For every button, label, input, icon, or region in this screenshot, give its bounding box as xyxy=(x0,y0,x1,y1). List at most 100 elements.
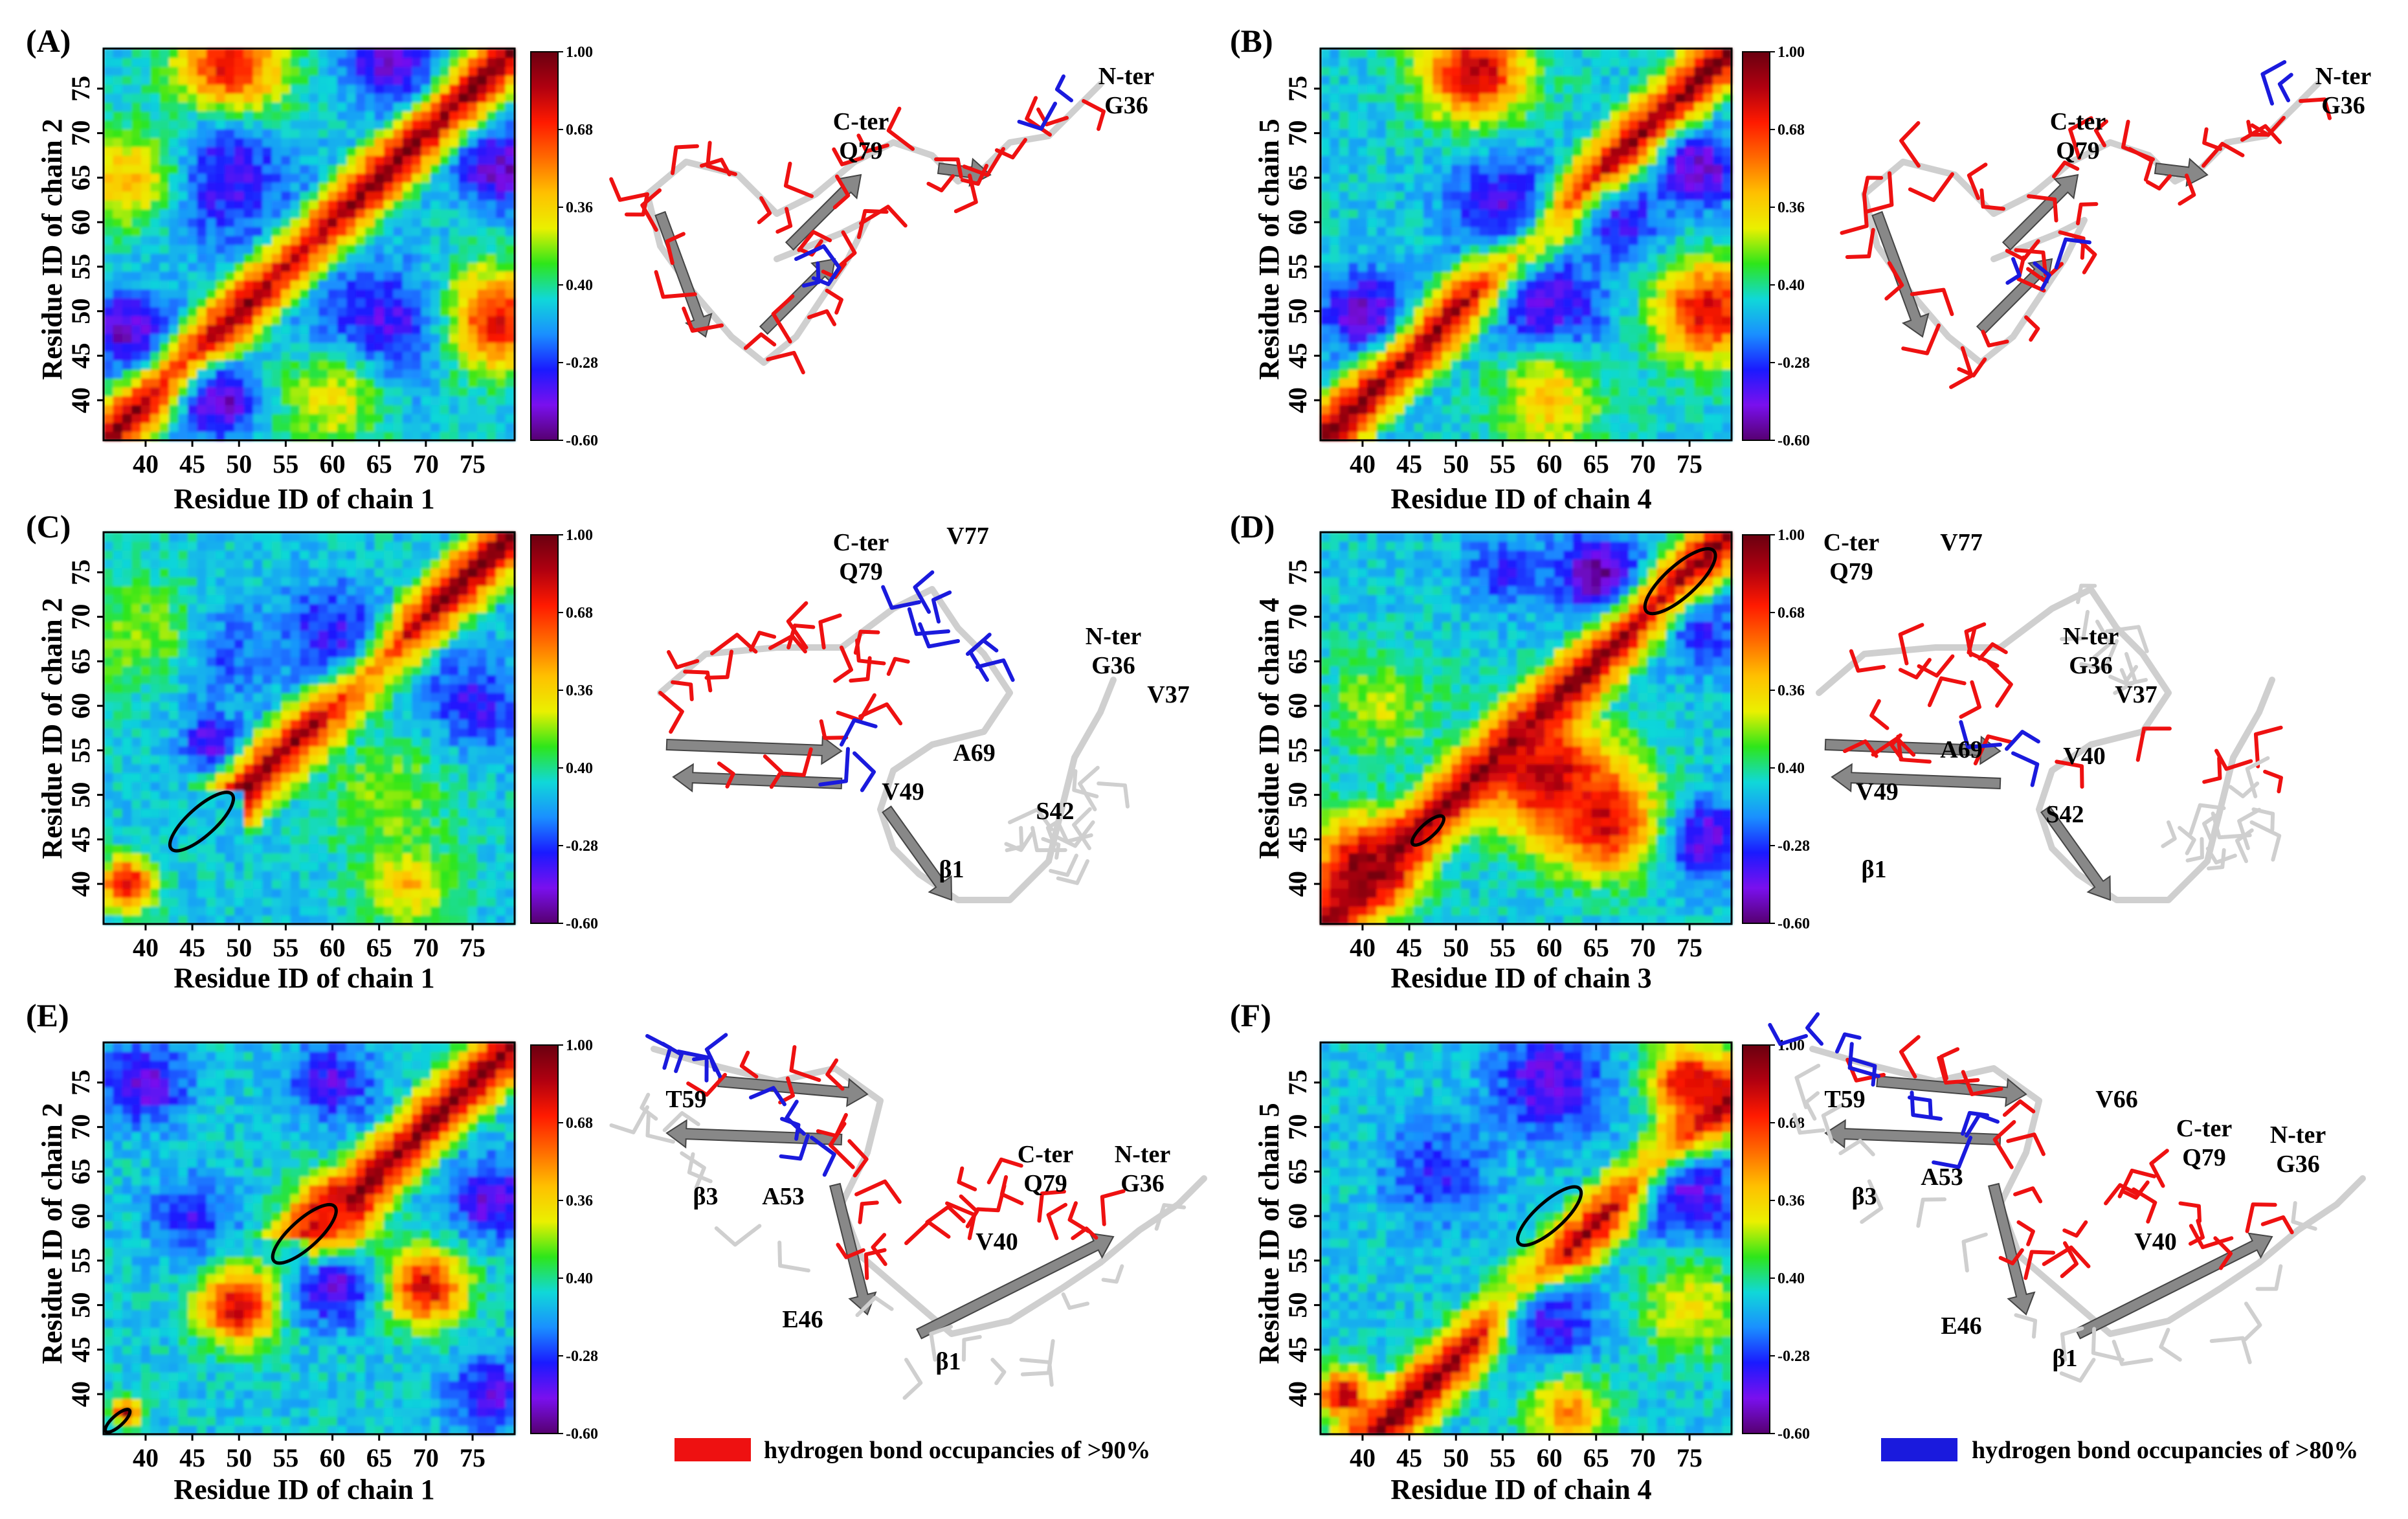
heatmap-cell xyxy=(1517,244,1527,254)
heatmap-cell xyxy=(197,120,207,129)
side-chain-red xyxy=(682,306,724,333)
heatmap-cell xyxy=(1367,182,1377,192)
heatmap-cell xyxy=(1684,253,1695,263)
heatmap-cell xyxy=(412,271,422,281)
heatmap-cell xyxy=(346,182,357,192)
heatmap-cell xyxy=(169,315,179,326)
heatmap-cell xyxy=(197,657,207,667)
heatmap-cell xyxy=(1591,102,1601,112)
heatmap-cell xyxy=(1517,360,1527,370)
heatmap-cell xyxy=(271,790,282,800)
heatmap-cell xyxy=(1703,377,1713,388)
heatmap-cell xyxy=(1694,315,1704,326)
heatmap-cell xyxy=(1517,208,1527,219)
heatmap-cell xyxy=(1647,271,1658,281)
heatmap-cell xyxy=(104,289,114,298)
heatmap-cell xyxy=(206,351,216,361)
heatmap-cell xyxy=(1517,128,1527,139)
heatmap-cell xyxy=(355,413,366,423)
heatmap-cell xyxy=(150,351,161,361)
heatmap-cell xyxy=(206,57,216,67)
heatmap-cell xyxy=(1442,351,1452,361)
heatmap-cell xyxy=(1488,128,1499,139)
heatmap-cell xyxy=(290,298,300,308)
heatmap-cell xyxy=(449,253,460,263)
heatmap-cell xyxy=(281,191,291,201)
heatmap-cell xyxy=(374,57,385,67)
heatmap-cell xyxy=(104,826,114,836)
heatmap-cell xyxy=(122,360,133,370)
heatmap-cell xyxy=(1544,164,1555,174)
heatmap-cell xyxy=(1404,324,1415,334)
heatmap-cell xyxy=(300,182,310,192)
heatmap-cell xyxy=(1460,146,1471,156)
heatmap-cell xyxy=(477,173,487,183)
heatmap-cell xyxy=(140,701,151,711)
heatmap-cell xyxy=(1610,164,1620,174)
heatmap-cell xyxy=(1629,146,1639,156)
heatmap-cell xyxy=(271,568,282,578)
heatmap-cell xyxy=(216,208,226,219)
heatmap-cell xyxy=(113,728,123,738)
heatmap-cell xyxy=(216,576,226,587)
heatmap-cell xyxy=(234,333,245,343)
heatmap-cell xyxy=(1610,405,1620,414)
heatmap-cell xyxy=(1460,244,1471,254)
heatmap-cell xyxy=(206,75,216,85)
heatmap-cell xyxy=(1722,199,1732,210)
side-chain-red xyxy=(1082,99,1106,131)
heatmap-cell xyxy=(290,647,300,658)
heatmap-cell xyxy=(1656,431,1667,441)
heatmap-cell xyxy=(262,675,273,684)
heatmap-cell xyxy=(206,647,216,658)
heatmap-cell xyxy=(290,799,300,809)
heatmap-cell xyxy=(216,799,226,809)
heatmap-cell xyxy=(1451,84,1462,94)
heatmap-cell xyxy=(187,360,198,370)
heatmap-cell xyxy=(252,657,263,667)
heatmap-cell xyxy=(412,413,422,423)
heatmap-cell xyxy=(262,835,273,845)
heatmap-cell xyxy=(1414,369,1424,379)
heatmap-cell xyxy=(1703,289,1713,298)
heatmap-cell xyxy=(1395,66,1405,76)
heatmap-cell xyxy=(243,431,254,441)
heatmap-cell xyxy=(262,164,273,174)
heatmap-cell xyxy=(271,137,282,148)
heatmap-cell xyxy=(1591,431,1601,441)
heatmap-cell xyxy=(262,351,273,361)
heatmap-cell xyxy=(421,253,431,263)
heatmap-cell xyxy=(355,57,366,67)
heatmap-cell xyxy=(1535,342,1546,352)
y-tick-label: 70 xyxy=(66,120,95,146)
heatmap-cell xyxy=(104,728,114,738)
heatmap-cell xyxy=(1684,342,1695,352)
heatmap-cell xyxy=(1610,298,1620,308)
heatmap-cell xyxy=(328,333,338,343)
heatmap-cell xyxy=(1684,298,1695,308)
heatmap-cell xyxy=(346,235,357,245)
heatmap-cell xyxy=(1591,244,1601,254)
heatmap-cell xyxy=(1629,208,1639,219)
heatmap-cell xyxy=(1348,227,1359,236)
heatmap-cell xyxy=(421,102,431,112)
heatmap-cell xyxy=(458,405,469,414)
heatmap-cell xyxy=(140,128,151,139)
heatmap-cell xyxy=(346,128,357,139)
heatmap-cell xyxy=(234,280,245,290)
heatmap-cell xyxy=(104,182,114,192)
heatmap-cell xyxy=(440,262,450,272)
heatmap-cell xyxy=(1600,271,1611,281)
heatmap-cell xyxy=(365,306,375,317)
heatmap-cell xyxy=(1488,333,1499,343)
heatmap-cell xyxy=(104,235,114,245)
heatmap xyxy=(104,49,515,441)
heatmap-cell xyxy=(113,208,123,219)
heatmap-cell xyxy=(187,576,198,587)
heatmap-cell xyxy=(197,137,207,148)
heatmap-cell xyxy=(328,75,338,85)
heatmap-cell xyxy=(1339,102,1350,112)
heatmap-cell xyxy=(421,280,431,290)
heatmap-cell xyxy=(271,155,282,165)
heatmap-cell xyxy=(1694,75,1704,85)
